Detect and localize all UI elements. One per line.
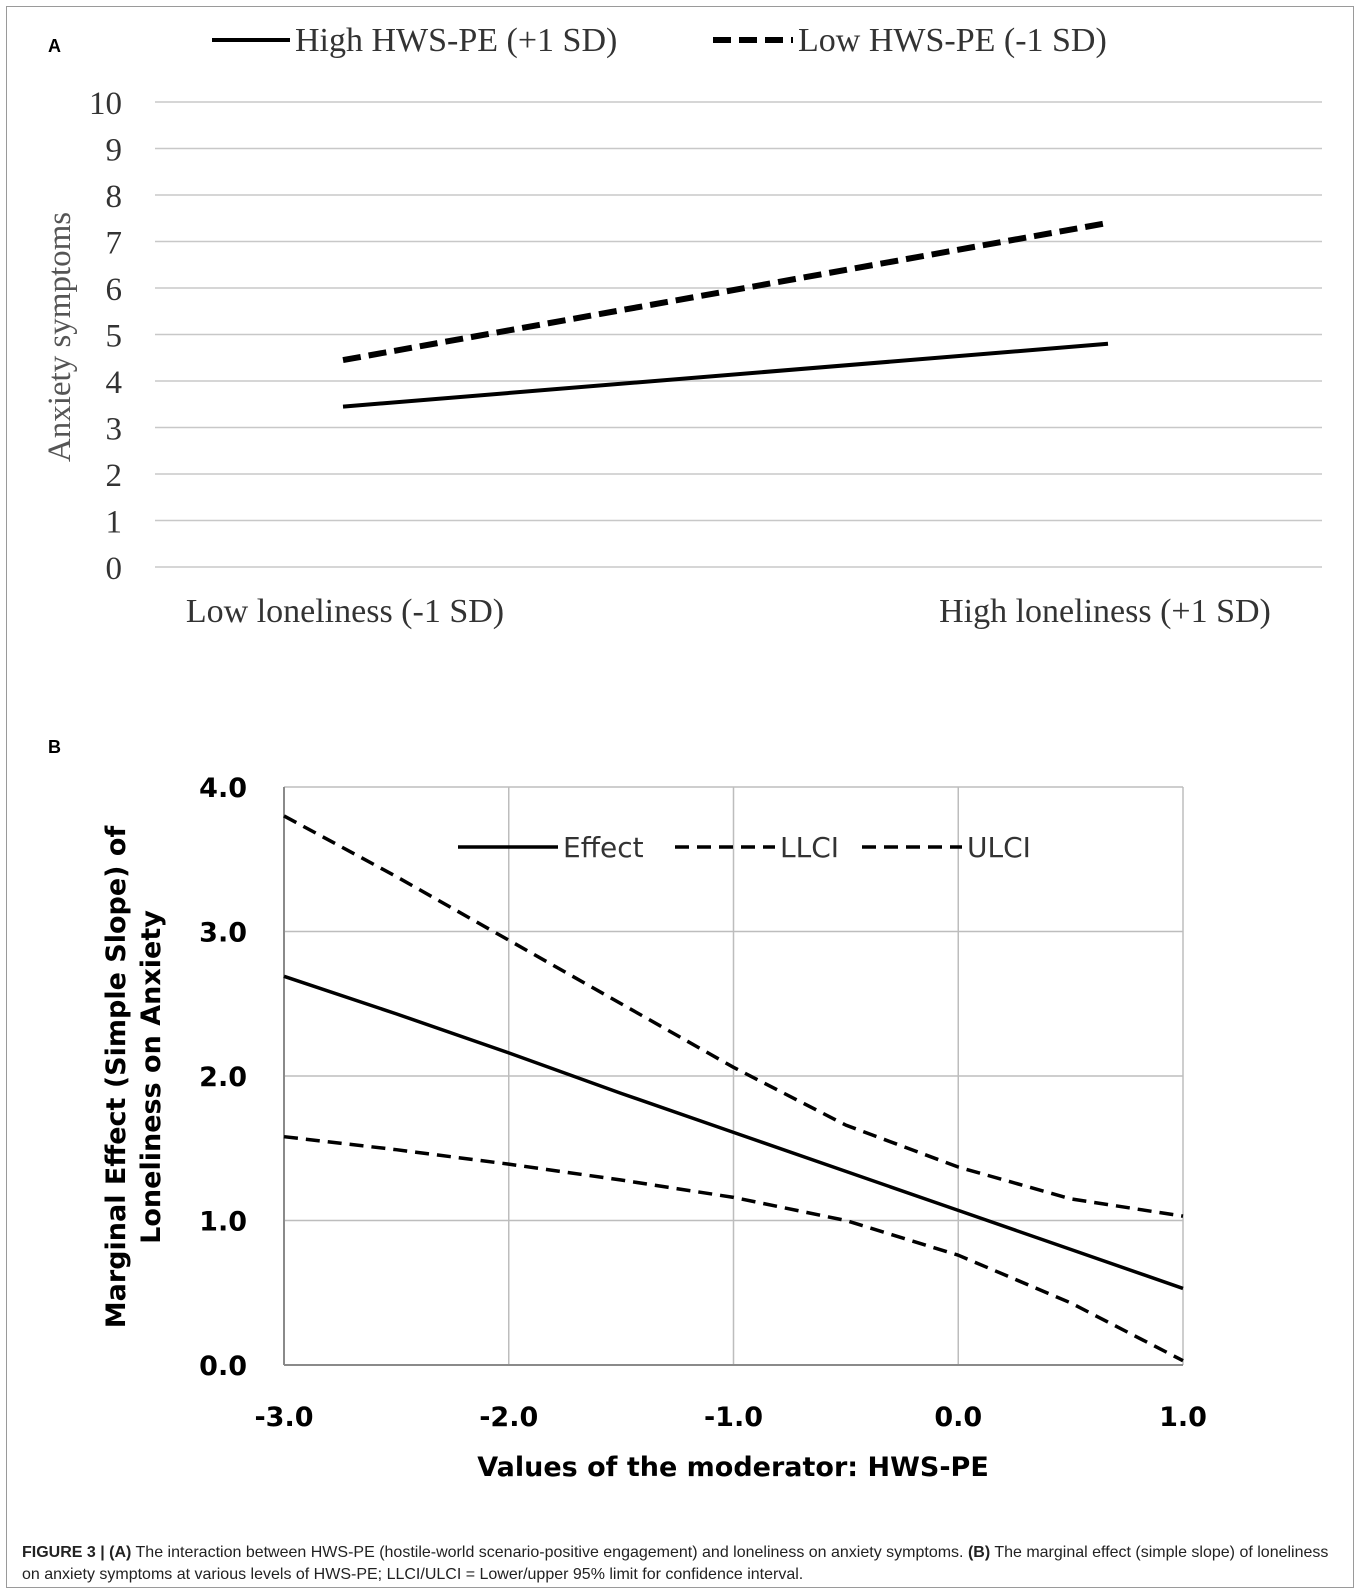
chart-b-y-tick-label: 4.0: [199, 773, 247, 804]
chart-a-y-tick-label: 7: [106, 226, 123, 262]
caption-b-tag: (B): [967, 1544, 991, 1561]
chart-a-series-line-low-hws-pe: [342, 219, 1109, 364]
chart-a-y-tick-label: 2: [106, 458, 123, 494]
panel-b-label: B: [48, 737, 61, 757]
chart-a-series-line-high-hws-pe: [342, 341, 1109, 409]
chart-a-y-tick-label: 4: [106, 365, 123, 401]
chart-b-x-tick-labels: -3.0 -2.0 -1.0 0.0 1.0: [254, 1402, 1206, 1433]
chart-b-x-tick-label: -3.0: [254, 1402, 313, 1433]
chart-a-y-tick-label: 9: [106, 133, 123, 169]
chart-b-legend-label: ULCI: [967, 831, 1031, 864]
chart-b-series: [283, 814, 1184, 1363]
chart-b-series-line-ulci: [283, 814, 1184, 1218]
chart-b-x-tick-label: -2.0: [479, 1402, 538, 1433]
chart-a-x-tick-label: High loneliness (+1 SD): [939, 593, 1271, 630]
chart-a-y-axis-label: Anxiety symptoms: [42, 212, 78, 462]
chart-b-y-tick-label: 1.0: [199, 1207, 247, 1238]
chart-b-y-tick-label: 0.0: [199, 1351, 247, 1382]
chart-b-gridlines: [283, 786, 1184, 1366]
chart-b-y-tick-label: 2.0: [199, 1062, 247, 1093]
chart-a-y-tick-label: 3: [106, 412, 123, 448]
chart-b-x-tick-label: 0.0: [934, 1402, 982, 1433]
chart-b: 0.0 1.0 2.0 3.0 4.0 -3.0 -2.0 -1.0 0.0 1.0 Effec…: [101, 773, 1207, 1483]
figure-caption: FIGURE 3 | (A) The interaction between H…: [22, 1542, 1342, 1586]
figure-frame: [6, 6, 1354, 1588]
chart-a-y-tick-labels: 0 1 2 3 4 5 6 7 8 9 10: [89, 86, 122, 587]
chart-b-series-line-effect: [283, 974, 1184, 1291]
chart-b-series-line-llci: [283, 1134, 1184, 1363]
chart-a-gridlines: [155, 101, 1322, 568]
caption-b-text: The marginal effect (simple slope) of lo…: [22, 1544, 1329, 1583]
chart-a-x-tick-label: Low loneliness (-1 SD): [186, 593, 504, 630]
chart-a-y-tick-label: 6: [106, 272, 123, 308]
chart-b-y-tick-label: 3.0: [199, 918, 247, 949]
chart-a-y-tick-label: 0: [106, 551, 123, 587]
chart-b-y-axis-label-line2: Loneliness on Anxiety: [136, 910, 167, 1244]
chart-a-legend-label: High HWS-PE (+1 SD): [295, 22, 617, 59]
caption-a-tag: (A): [109, 1544, 132, 1561]
chart-a-series: [342, 219, 1109, 409]
caption-a-text: The interaction between HWS-PE (hostile-…: [131, 1544, 968, 1561]
chart-b-y-axis-label-line1: Marginal Effect (Simple Slope) of: [101, 826, 132, 1329]
chart-b-legend: Effect LLCI ULCI: [458, 831, 1031, 864]
caption-figure-label: FIGURE 3 |: [22, 1544, 110, 1561]
chart-b-legend-label: Effect: [563, 831, 644, 864]
chart-a-x-tick-labels: Low loneliness (-1 SD) High loneliness (+…: [186, 593, 1271, 630]
chart-a-y-tick-label: 5: [106, 319, 123, 355]
chart-b-y-tick-labels: 0.0 1.0 2.0 3.0 4.0: [199, 773, 247, 1382]
chart-b-legend-label: LLCI: [780, 831, 839, 864]
chart-b-x-tick-label: -1.0: [704, 1402, 763, 1433]
chart-a-legend: High HWS-PE (+1 SD) Low HWS-PE (-1 SD): [212, 22, 1107, 59]
panel-a-label: A: [48, 36, 61, 56]
chart-a-legend-label: Low HWS-PE (-1 SD): [798, 22, 1107, 59]
chart-a-y-tick-label: 1: [106, 505, 123, 541]
chart-a-y-tick-label: 8: [106, 179, 123, 215]
chart-b-x-tick-label: 1.0: [1159, 1402, 1207, 1433]
chart-a: 0 1 2 3 4 5 6 7 8 9 10 Low loneliness (-1 SD) High …: [42, 22, 1322, 630]
chart-b-x-axis-label: Values of the moderator: HWS-PE: [477, 1452, 989, 1483]
chart-a-y-tick-label: 10: [89, 86, 122, 122]
